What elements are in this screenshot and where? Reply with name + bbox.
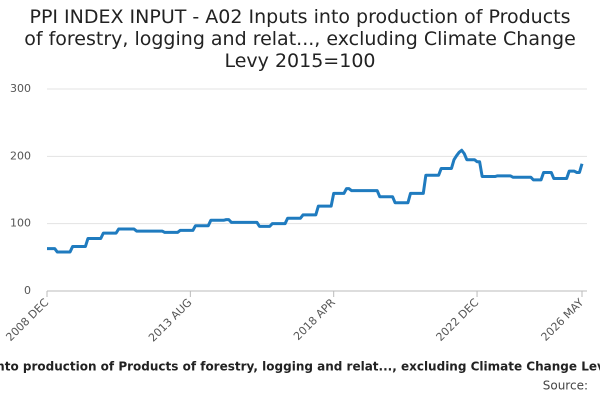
y-tick-label: 300 [10,82,31,95]
series-line [47,148,584,254]
series-name: A02 Inputs into production of Products o… [0,360,600,374]
y-tick-label: 0 [24,284,31,297]
x-tick-label: 2026 MAY [539,296,587,344]
x-tick-label: 2022 DEC [433,296,481,344]
x-tick-label: 2018 APR [291,296,338,343]
chart-title: PPI INDEX INPUT - A02 Inputs into produc… [24,6,576,72]
source: Source: [543,379,588,393]
x-tick-label: 2008 DEC [3,296,51,344]
y-tick-label: 100 [10,217,31,230]
x-tick-label: 2013 AUG [146,296,195,345]
y-tick-label: 200 [10,149,31,162]
